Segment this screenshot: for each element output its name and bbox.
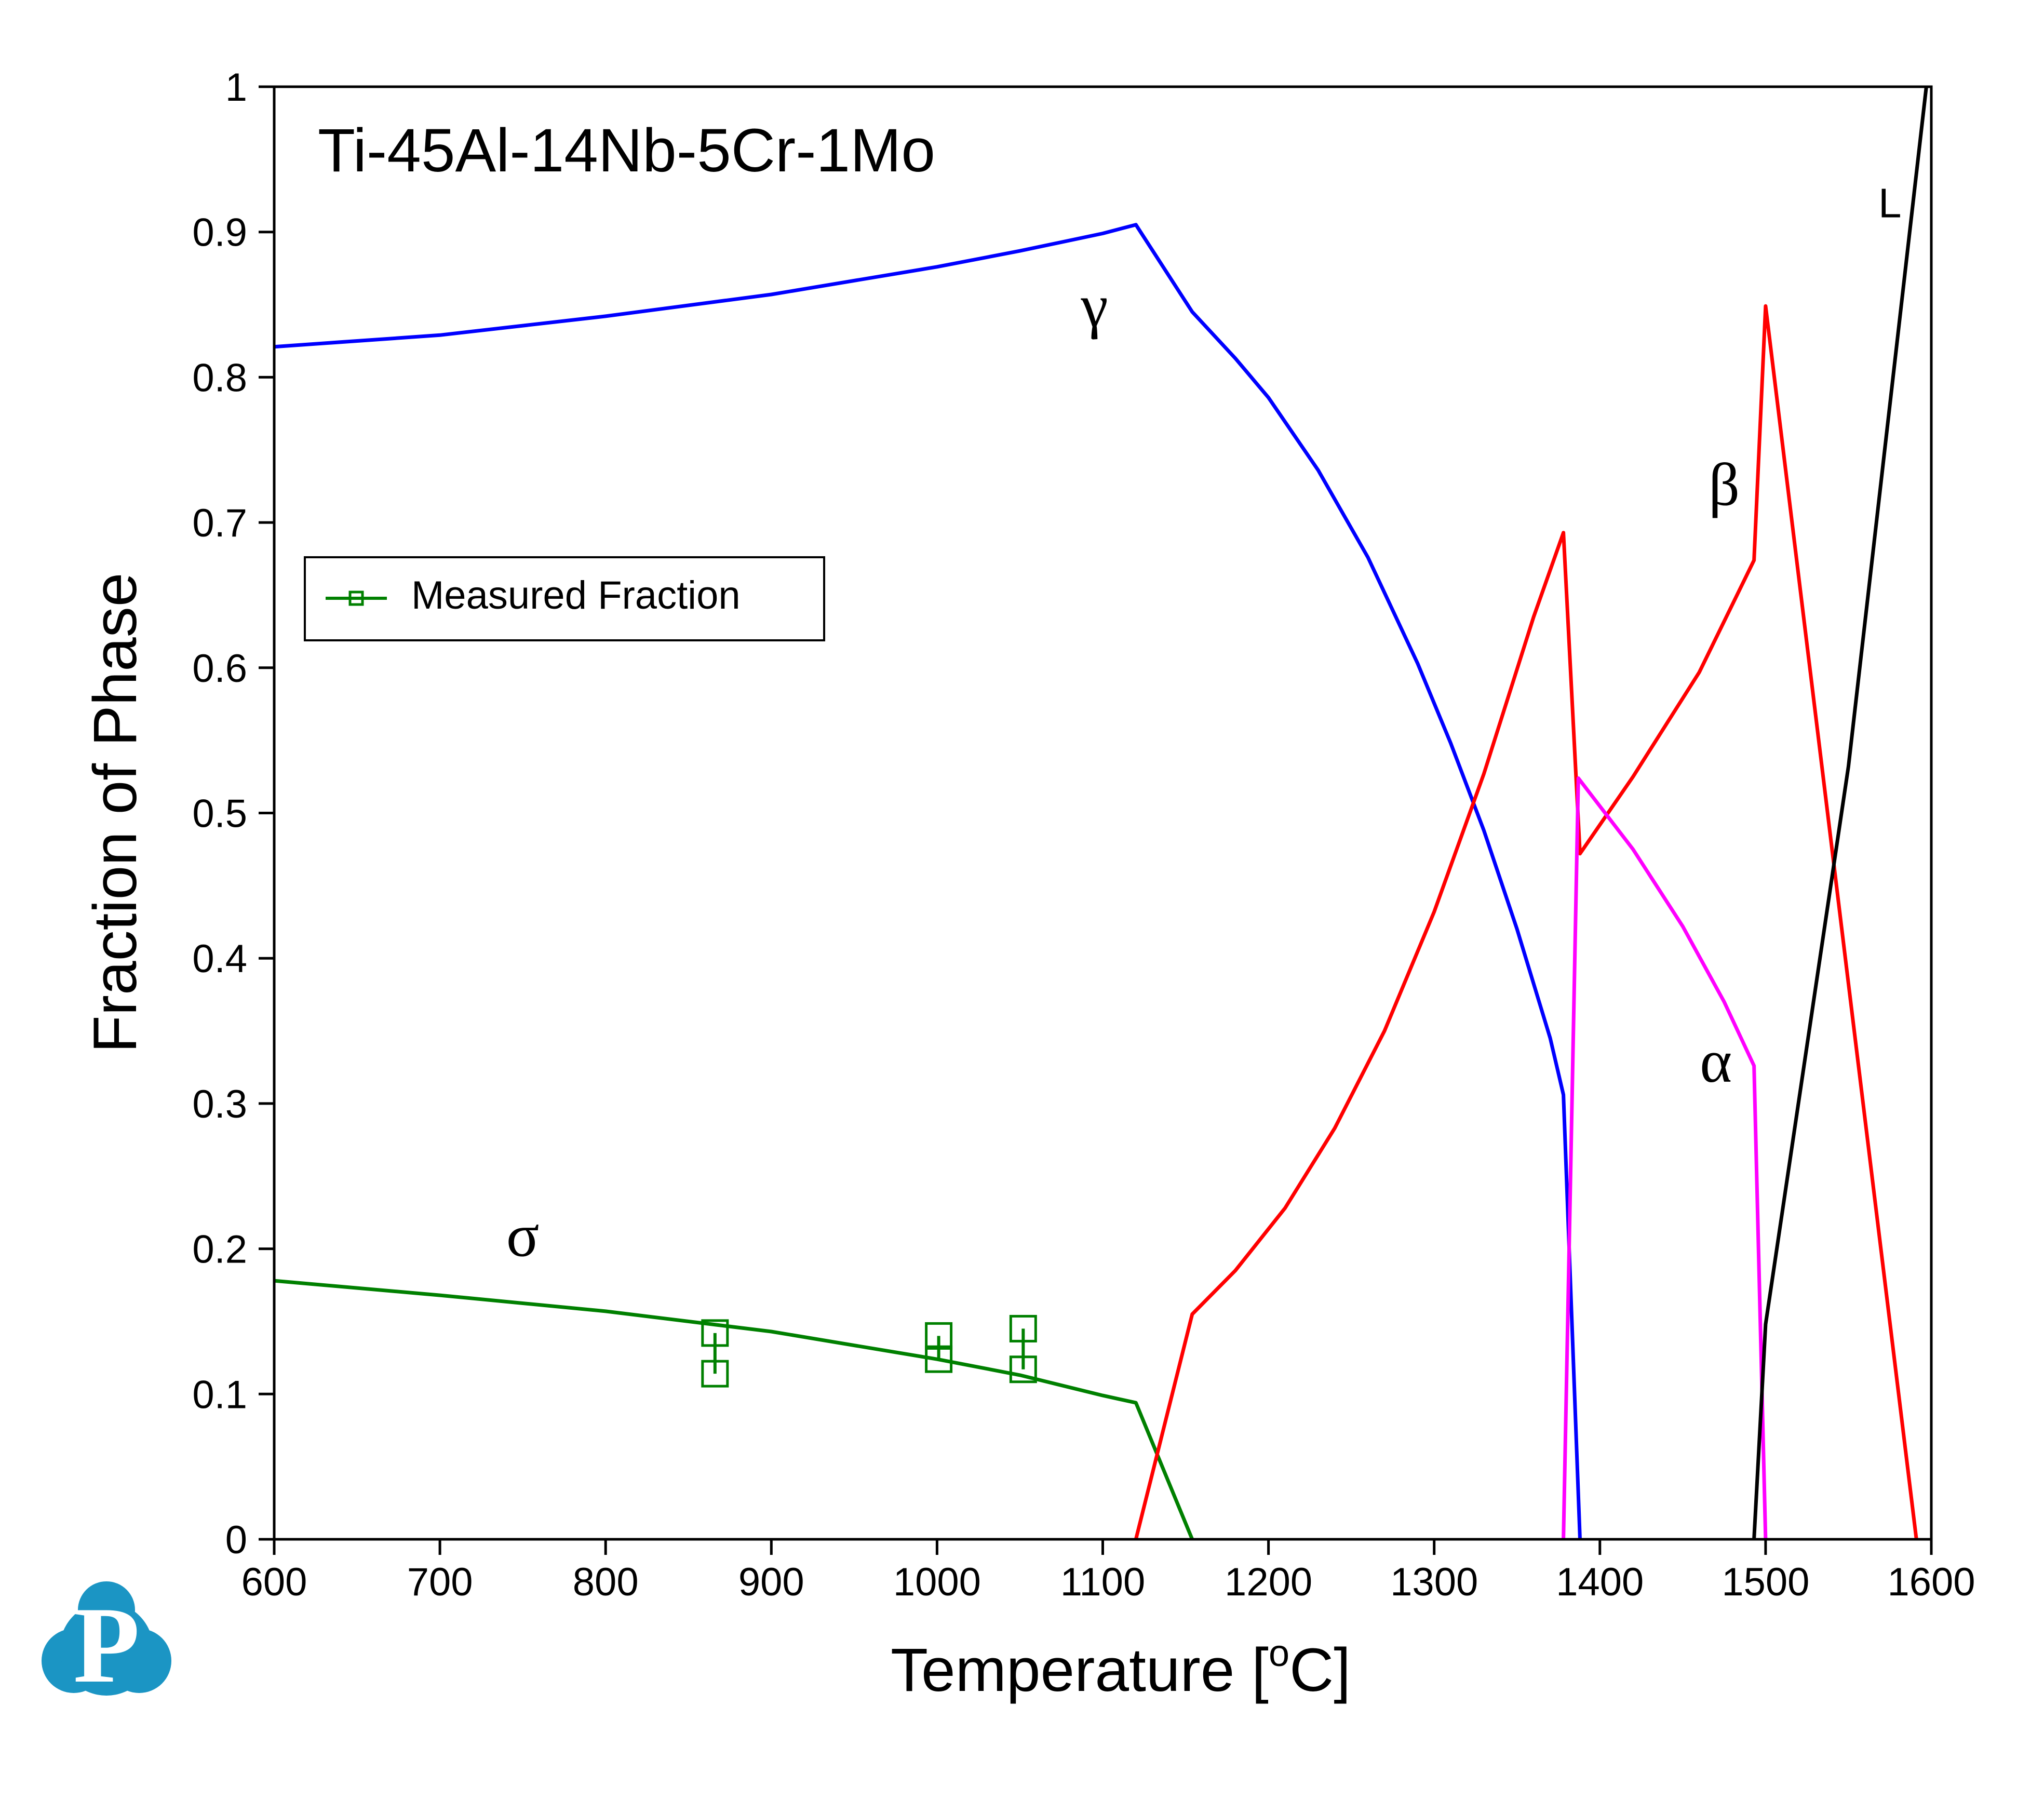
x-axis-label-end: C] (1289, 1636, 1351, 1704)
phase-label-beta: β (1709, 451, 1740, 519)
x-tick-label: 800 (573, 1560, 639, 1604)
x-tick-label: 1100 (1060, 1560, 1145, 1604)
phase-label-alpha: α (1700, 1027, 1732, 1095)
measured-point (701, 1360, 729, 1388)
series-line-alpha (1562, 776, 1768, 1540)
measured-point (1009, 1314, 1037, 1342)
logo-letter: P (73, 1585, 140, 1705)
y-tick-label: 0.3 (192, 1082, 247, 1126)
x-tick-label: 1000 (893, 1560, 981, 1604)
x-tick-label: 900 (738, 1560, 804, 1604)
y-tick-label: 0.1 (192, 1373, 247, 1417)
legend-entry-label: Measured Fraction (411, 573, 741, 617)
series-line-liquid (1752, 86, 1928, 1540)
y-tick-label: 0.2 (192, 1228, 247, 1272)
y-tick-label: 0.7 (192, 501, 247, 545)
y-axis-label: Fraction of Phase (81, 573, 150, 1053)
y-tick-label: 0.4 (192, 937, 247, 981)
y-tick-label: 0 (225, 1518, 247, 1562)
phase-label-gamma: γ (1080, 272, 1108, 340)
x-axis-label-main: Temperature [ (891, 1636, 1269, 1704)
logo-blob-center (60, 1602, 153, 1696)
measured-point (1009, 1355, 1037, 1383)
y-tick-label: 0.6 (192, 647, 247, 691)
axis-ticks: 600 700 800 900 1000 1100 1200 1300 1400 1500 1600… (192, 65, 1975, 1604)
y-tick-label: 1 (225, 65, 247, 110)
x-tick-label: 1400 (1556, 1560, 1644, 1604)
x-tick-label: 1600 (1887, 1560, 1975, 1604)
measured-fraction-markers (701, 1314, 1037, 1388)
x-tick-label: 1500 (1722, 1560, 1809, 1604)
series-line-sigma (274, 1279, 1194, 1540)
measured-point (701, 1319, 729, 1347)
measured-point (925, 1345, 953, 1373)
x-tick-label: 700 (407, 1560, 473, 1604)
legend-marker (348, 590, 364, 606)
measured-point (925, 1322, 953, 1350)
x-axis-label: Temperature [oC] (891, 1633, 1351, 1704)
phase-label-liquid: L (1878, 180, 1902, 226)
series-line-beta (1134, 304, 1918, 1540)
legend-box (304, 556, 825, 641)
series-line-gamma (274, 223, 1582, 1540)
phase-curves (274, 86, 1928, 1540)
x-axis-label-sup: o (1269, 1633, 1289, 1674)
y-tick-label: 0.9 (192, 211, 247, 255)
y-tick-label: 0.5 (192, 792, 247, 836)
phase-labels: γ σ β α L (506, 180, 1902, 1270)
phase-label-sigma: σ (506, 1202, 540, 1270)
company-logo: P (42, 1581, 171, 1705)
chart-title: Ti-45Al-14Nb-5Cr-1Mo (318, 116, 935, 185)
legend: Measured Fraction (304, 556, 825, 641)
x-tick-label: 1300 (1390, 1560, 1478, 1604)
x-tick-label: 600 (241, 1560, 307, 1604)
y-tick-label: 0.8 (192, 356, 247, 400)
x-tick-label: 1200 (1225, 1560, 1312, 1604)
